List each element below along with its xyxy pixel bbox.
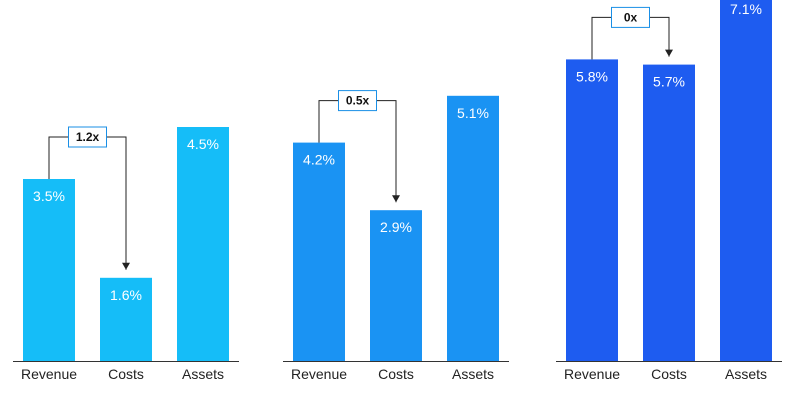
- bar-revenue: [293, 142, 345, 361]
- multiplier-label: 1.2x: [76, 130, 100, 144]
- bar-costs: [643, 64, 695, 361]
- category-label-assets: Assets: [725, 366, 767, 382]
- multiplier-box: [611, 6, 650, 28]
- arrow-head-icon: [122, 262, 130, 270]
- value-label-assets: 4.5%: [187, 136, 219, 152]
- category-label-costs: Costs: [378, 366, 414, 382]
- category-label-revenue: Revenue: [291, 366, 347, 382]
- bar-revenue: [23, 179, 75, 361]
- chart-panel-3: 5.8% Revenue 5.7% Costs 7.1% Assets 0x: [556, 0, 782, 382]
- category-label-costs: Costs: [651, 366, 687, 382]
- multiplier-label: 0x: [624, 10, 638, 24]
- value-label-costs: 5.7%: [653, 74, 685, 90]
- bar-costs: [100, 277, 152, 361]
- bar-assets: [720, 0, 772, 362]
- bar-assets: [177, 127, 229, 361]
- bar-assets: [447, 95, 499, 362]
- multiplier-label: 0.5x: [346, 94, 370, 108]
- value-label-revenue: 4.2%: [303, 152, 335, 168]
- value-label-revenue: 5.8%: [576, 68, 608, 84]
- bar-revenue: [566, 59, 618, 362]
- category-label-assets: Assets: [452, 366, 494, 382]
- value-label-assets: 7.1%: [730, 1, 762, 17]
- category-label-revenue: Revenue: [564, 366, 620, 382]
- category-label-assets: Assets: [182, 366, 224, 382]
- category-label-revenue: Revenue: [21, 366, 77, 382]
- value-label-costs: 1.6%: [110, 287, 142, 303]
- bar-costs: [370, 210, 422, 361]
- arrow-head-icon: [665, 49, 673, 57]
- value-label-assets: 5.1%: [457, 105, 489, 121]
- arrow-head-icon: [392, 195, 400, 203]
- multiplier-box: [338, 90, 377, 112]
- multiplier-box: [68, 126, 107, 148]
- value-label-costs: 2.9%: [380, 219, 412, 235]
- category-label-costs: Costs: [108, 366, 144, 382]
- chart-panel-1: 3.5% Revenue 1.6% Costs 4.5% Assets 1.2x: [13, 126, 239, 382]
- chart-panel-2: 4.2% Revenue 2.9% Costs 5.1% Assets 0.5x: [283, 90, 509, 382]
- value-label-revenue: 3.5%: [33, 188, 65, 204]
